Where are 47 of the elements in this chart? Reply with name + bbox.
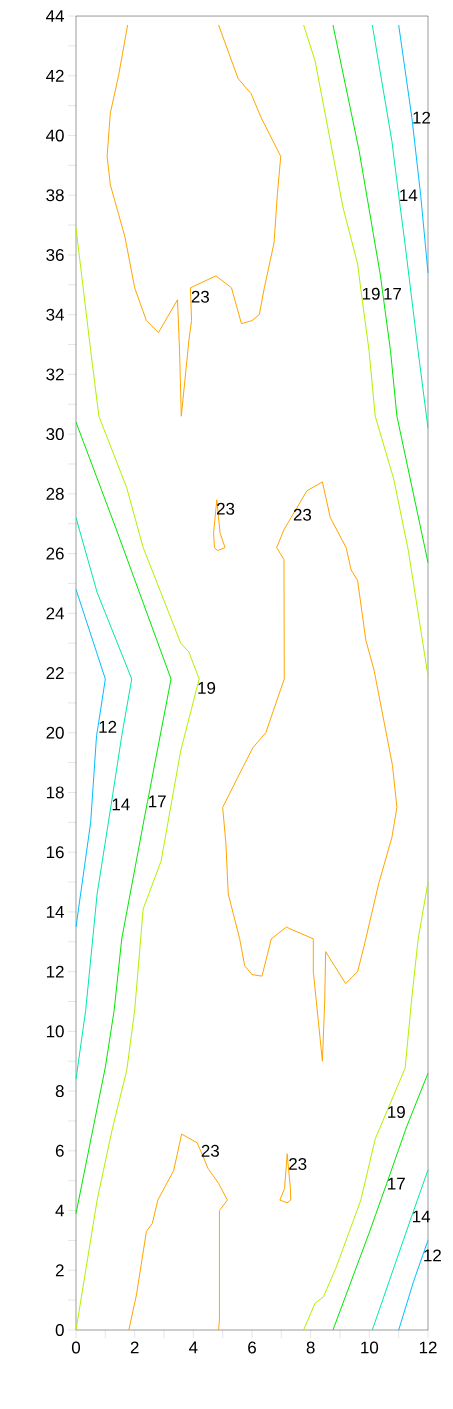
y-tick-label: 2 — [55, 1264, 64, 1277]
annotation: 19 — [362, 287, 380, 300]
y-tick-label: 26 — [46, 547, 64, 560]
y-tick-label: 22 — [46, 667, 64, 679]
y-tick-label: 30 — [46, 428, 64, 441]
y-tick-label: 10 — [46, 1025, 64, 1038]
x-tick-label: 10 — [361, 1341, 379, 1354]
annotation: 14 — [413, 1210, 431, 1223]
y-tick-label: 18 — [46, 786, 64, 799]
y-tick-label: 36 — [46, 248, 64, 261]
annotation: 12 — [413, 111, 431, 124]
x-tick-label: 12 — [419, 1341, 437, 1354]
y-tick-label: 20 — [46, 726, 64, 739]
annotation: 12 — [99, 720, 117, 733]
y-tick-label: 14 — [46, 906, 64, 918]
x-tick-label: 4 — [189, 1341, 198, 1354]
x-tick-label: 2 — [130, 1341, 139, 1354]
annotation: 23 — [289, 1157, 307, 1170]
y-tick-label: 28 — [46, 487, 64, 500]
annotation: 17 — [388, 1177, 405, 1190]
x-tick-label: 8 — [306, 1341, 315, 1354]
x-tick-label: 0 — [71, 1341, 81, 1354]
y-tick-label: 34 — [46, 308, 64, 321]
annotation: 23 — [191, 290, 209, 303]
annotation: 23 — [216, 502, 235, 515]
annotation: 12 — [424, 1249, 441, 1262]
y-tick-label: 24 — [46, 607, 64, 620]
annotation: 14 — [400, 189, 418, 202]
y-tick-label: 44 — [46, 10, 64, 22]
annotation: 23 — [201, 1144, 219, 1157]
annotation: 14 — [112, 798, 130, 811]
y-tick-label: 4 — [55, 1204, 64, 1217]
y-tick-label: 0 — [55, 1324, 64, 1336]
y-tick-label: 8 — [55, 1085, 64, 1098]
annotation: 17 — [149, 795, 166, 808]
y-tick-label: 40 — [46, 129, 64, 142]
annotation: 23 — [293, 508, 312, 521]
y-tick-label: 16 — [46, 846, 64, 859]
y-tick-label: 42 — [46, 69, 64, 82]
x-tick-label: 6 — [248, 1341, 256, 1354]
y-tick-label: 38 — [46, 189, 64, 202]
annotation: 17 — [384, 287, 402, 300]
annotation: 19 — [198, 681, 216, 694]
y-tick-label: 12 — [46, 965, 64, 978]
annotation: 19 — [388, 1106, 405, 1118]
y-tick-label: 32 — [46, 368, 64, 381]
y-tick-label: 6 — [55, 1144, 64, 1157]
